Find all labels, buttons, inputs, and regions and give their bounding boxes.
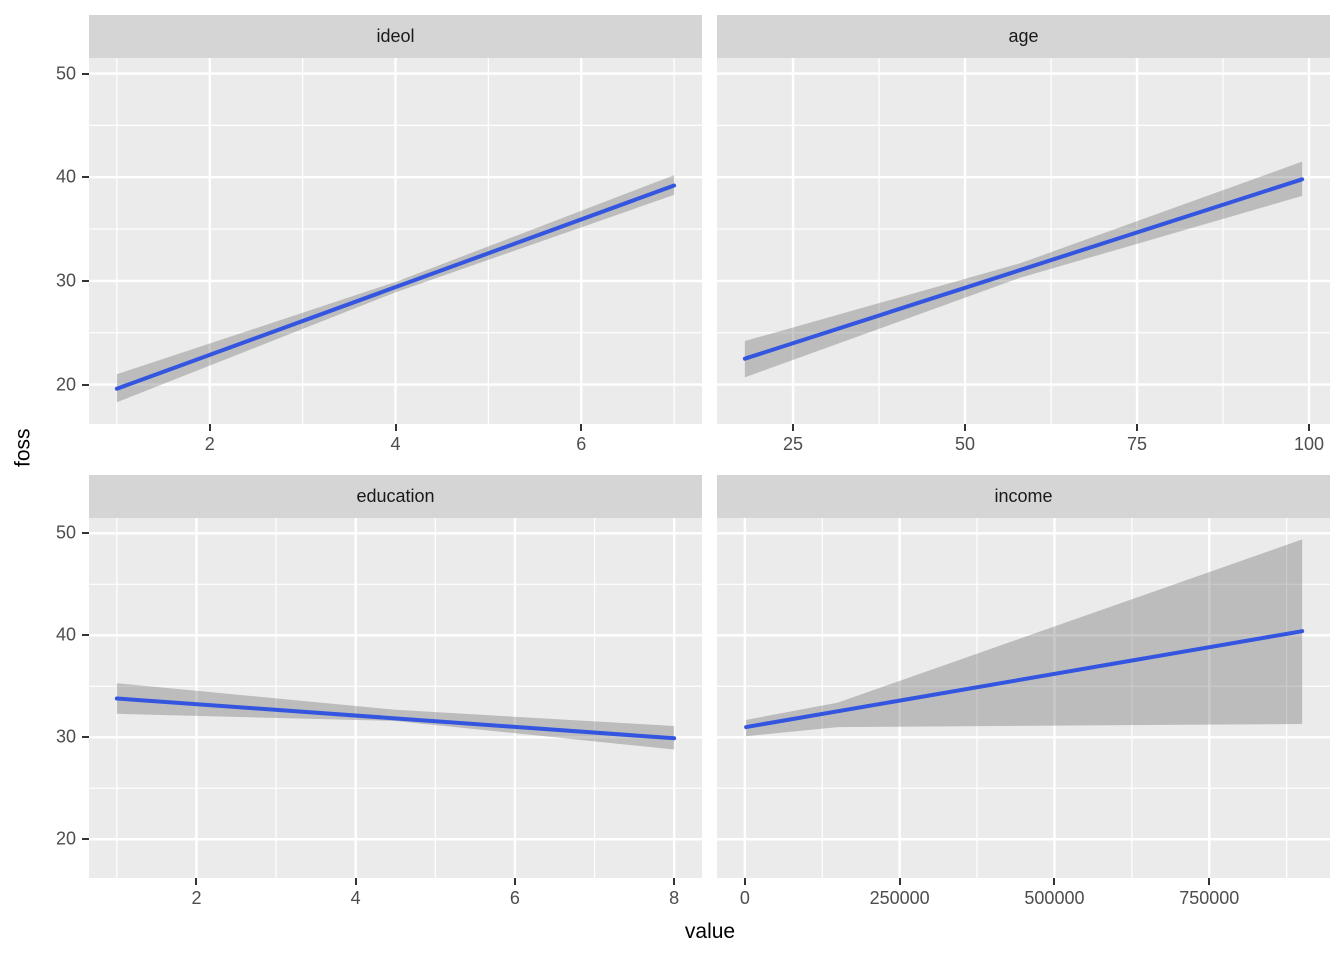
- y-tick-label: 30: [55, 726, 76, 747]
- x-tick-label: 0: [739, 888, 750, 908]
- x-tick-mark: [208, 424, 211, 431]
- x-tick-label: 750000: [1179, 888, 1240, 908]
- y-axis-title: foss: [11, 428, 35, 467]
- smooth-line: [114, 183, 677, 391]
- x-axis-title: value: [684, 920, 736, 943]
- facet-strip-income: income: [717, 475, 1330, 518]
- x-tick-mark: [394, 424, 397, 431]
- facet-label: ideol: [376, 26, 415, 46]
- facet-label: age: [1008, 26, 1039, 46]
- x-tick-label: 75: [1127, 434, 1148, 454]
- confidence-ribbon: [116, 683, 675, 750]
- panel-background: [717, 58, 1330, 424]
- facet-label: education: [356, 486, 435, 506]
- smooth-line: [114, 696, 677, 741]
- y-tick-mark: [82, 838, 89, 841]
- panel-background: [89, 518, 702, 878]
- x-tick-mark: [964, 424, 967, 431]
- x-tick-label: 2: [204, 434, 215, 454]
- x-tick-mark: [513, 878, 516, 885]
- y-tick-mark: [82, 634, 89, 637]
- x-tick-mark: [1136, 424, 1139, 431]
- y-tick-label: 30: [55, 270, 76, 291]
- facet-label: income: [994, 486, 1053, 506]
- x-tick-mark: [743, 878, 746, 885]
- facet-strip-education: education: [89, 475, 702, 518]
- x-tick-mark: [1208, 878, 1211, 885]
- plot-panel-ideol: [89, 58, 702, 424]
- y-tick-mark: [82, 383, 89, 386]
- x-tick-mark: [898, 878, 901, 885]
- y-tick-mark: [82, 736, 89, 739]
- x-tick-label: 100: [1293, 434, 1325, 454]
- y-tick-mark: [82, 176, 89, 179]
- y-tick-label: 50: [55, 522, 76, 543]
- x-tick-label: 500000: [1024, 888, 1085, 908]
- y-tick-mark: [82, 72, 89, 75]
- y-tick-label: 40: [55, 166, 76, 187]
- x-tick-label: 8: [669, 888, 680, 908]
- y-tick-label: 40: [55, 624, 76, 645]
- x-tick-label: 4: [390, 434, 401, 454]
- plot-panel-income: [717, 518, 1330, 878]
- smooth-line: [744, 629, 1305, 730]
- y-tick-label: 20: [55, 828, 76, 849]
- y-tick-label: 50: [55, 63, 76, 84]
- y-tick-label: 20: [55, 374, 76, 395]
- x-tick-mark: [195, 878, 198, 885]
- x-tick-mark: [673, 878, 676, 885]
- x-tick-label: 4: [350, 888, 361, 908]
- x-tick-label: 50: [955, 434, 976, 454]
- y-tick-mark: [82, 279, 89, 282]
- x-tick-label: 250000: [869, 888, 930, 908]
- x-tick-label: 6: [509, 888, 520, 908]
- x-tick-mark: [354, 878, 357, 885]
- x-tick-mark: [792, 424, 795, 431]
- confidence-ribbon: [746, 539, 1303, 737]
- smooth-line: [742, 177, 1305, 361]
- x-tick-label: 6: [576, 434, 587, 454]
- plot-panel-age: [717, 58, 1330, 424]
- x-tick-mark: [580, 424, 583, 431]
- panel-background: [717, 518, 1330, 878]
- plot-panel-education: [89, 518, 702, 878]
- facet-strip-age: age: [717, 15, 1330, 58]
- x-tick-label: 25: [783, 434, 804, 454]
- facet-strip-ideol: ideol: [89, 15, 702, 58]
- x-tick-label: 2: [191, 888, 202, 908]
- x-tick-mark: [1308, 424, 1311, 431]
- x-tick-mark: [1053, 878, 1056, 885]
- y-tick-mark: [82, 532, 89, 535]
